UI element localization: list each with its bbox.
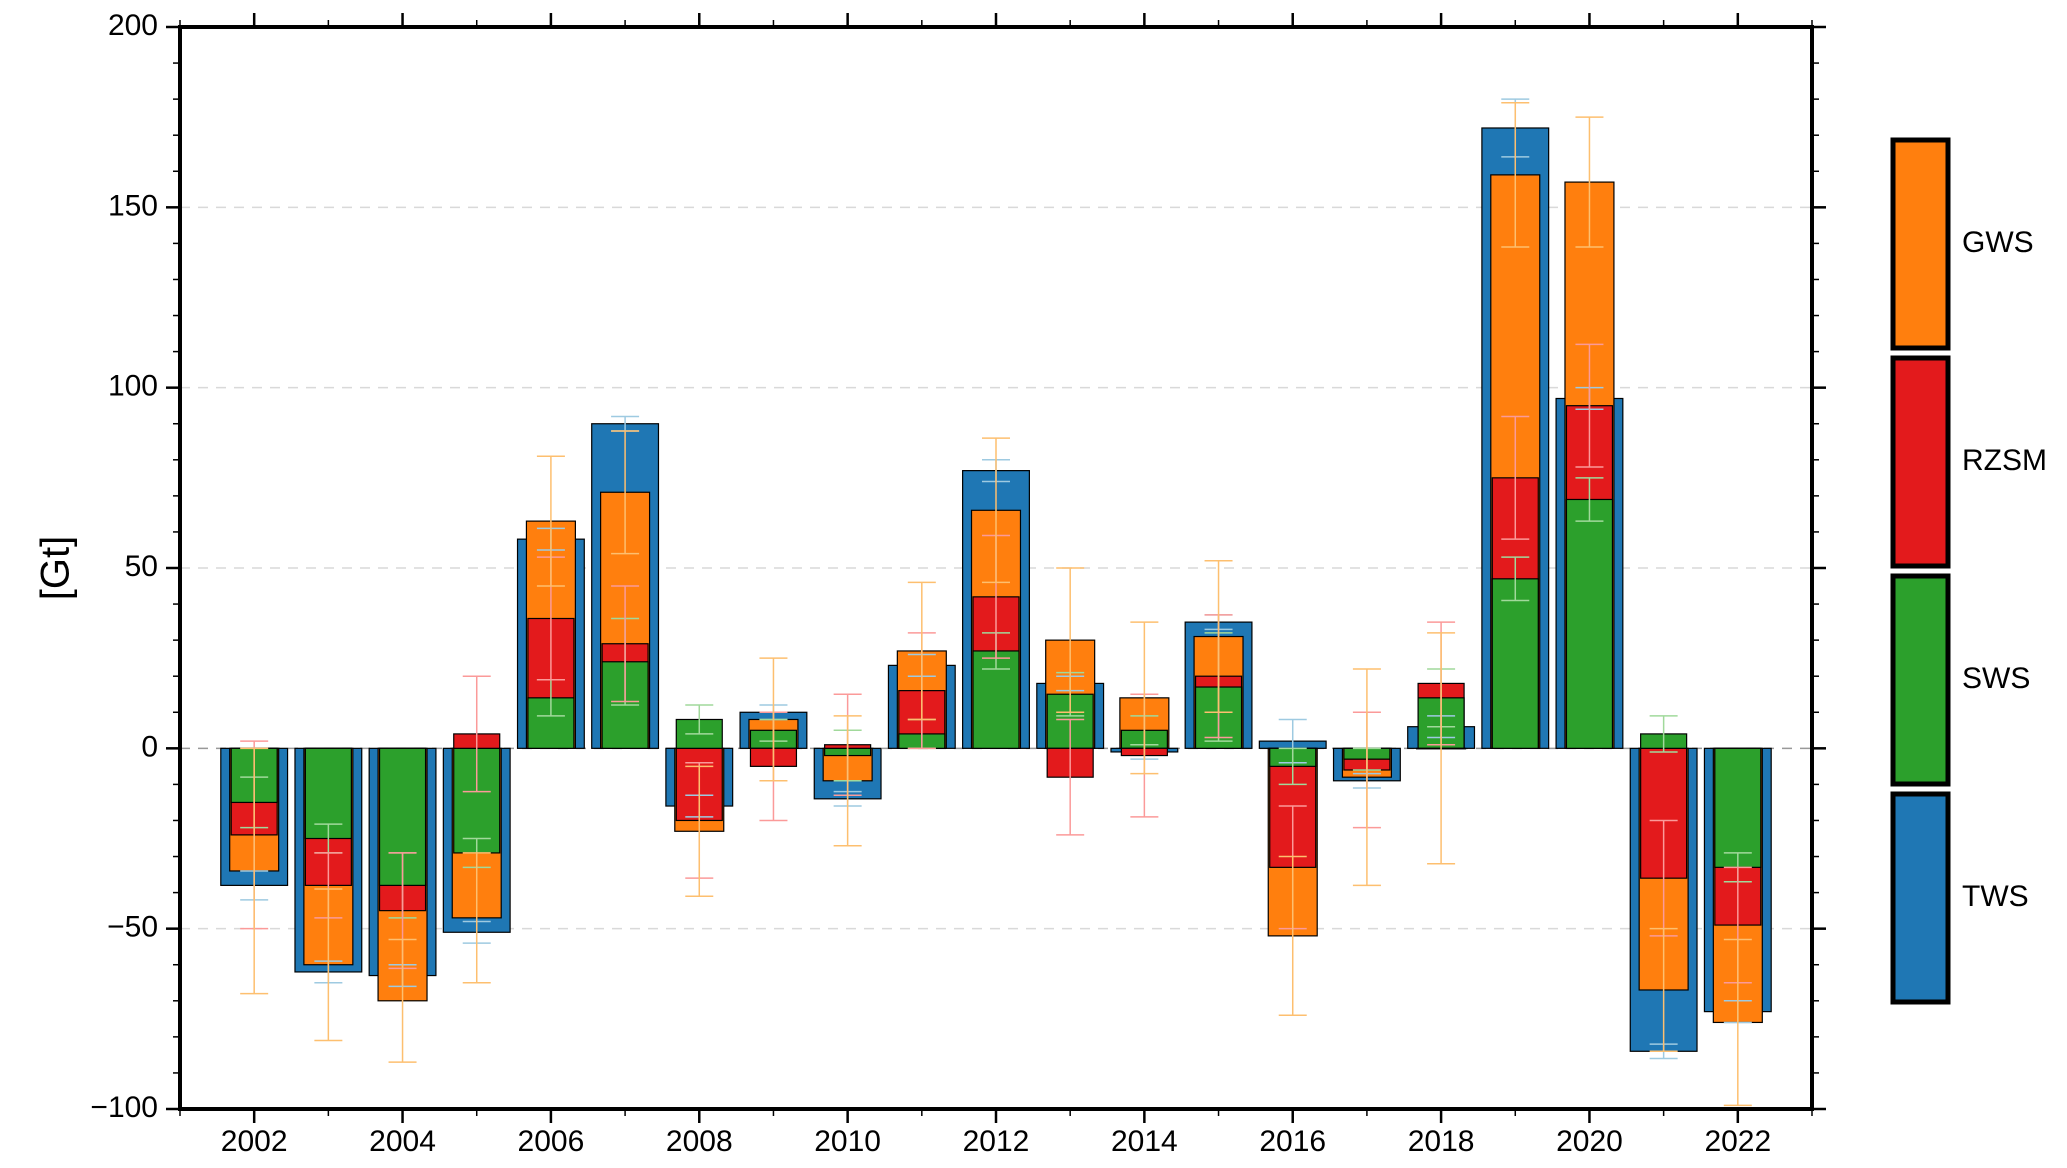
- y-tick-label: −100: [90, 1091, 158, 1124]
- y-tick-label: 100: [108, 370, 158, 403]
- x-tick-label: 2022: [1704, 1125, 1771, 1158]
- y-tick-label: 50: [125, 550, 158, 583]
- legend: GWS RZSM SWS TWS: [1890, 137, 2047, 1005]
- legend-swatch-sws: [1890, 573, 1951, 787]
- bar-sws: [1565, 498, 1614, 749]
- error-bars: [240, 98, 1752, 1107]
- legend-swatch-tws: [1890, 791, 1951, 1005]
- y-tick-label: −50: [107, 911, 158, 944]
- legend-label-sws: SWS: [1962, 662, 2030, 695]
- x-tick-label: 2010: [814, 1125, 881, 1158]
- legend-label-rzsm: RZSM: [1962, 444, 2047, 477]
- legend-label-gws: GWS: [1962, 226, 2034, 259]
- x-tick-label: 2012: [963, 1125, 1030, 1158]
- x-tick-label: 2006: [518, 1125, 585, 1158]
- axis-ticks: [166, 13, 1826, 1123]
- y-tick-label: 0: [141, 730, 158, 763]
- y-tick-label: 200: [108, 9, 158, 42]
- legend-swatch-gws: [1890, 137, 1951, 351]
- x-tick-label: 2020: [1556, 1125, 1623, 1158]
- x-axis-tick-labels: 2002 2004 2006 2008 2010 2012 2014 2016 2018 2020…: [221, 1125, 1771, 1158]
- y-axis-tick-labels: −100 −50 0 50 100 150 200: [90, 9, 158, 1124]
- x-tick-label: 2008: [666, 1125, 733, 1158]
- x-tick-label: 2018: [1408, 1125, 1475, 1158]
- bar-sws: [1491, 578, 1539, 749]
- x-tick-label: 2016: [1259, 1125, 1326, 1158]
- bar-sws: [1714, 747, 1762, 868]
- y-tick-label: 150: [108, 189, 158, 222]
- x-tick-label: 2004: [369, 1125, 436, 1158]
- y-axis-label: [Gt]: [34, 536, 78, 600]
- legend-label-tws: TWS: [1962, 880, 2029, 913]
- x-tick-label: 2014: [1111, 1125, 1178, 1158]
- legend-swatch-rzsm: [1890, 355, 1951, 569]
- x-tick-label: 2002: [221, 1125, 288, 1158]
